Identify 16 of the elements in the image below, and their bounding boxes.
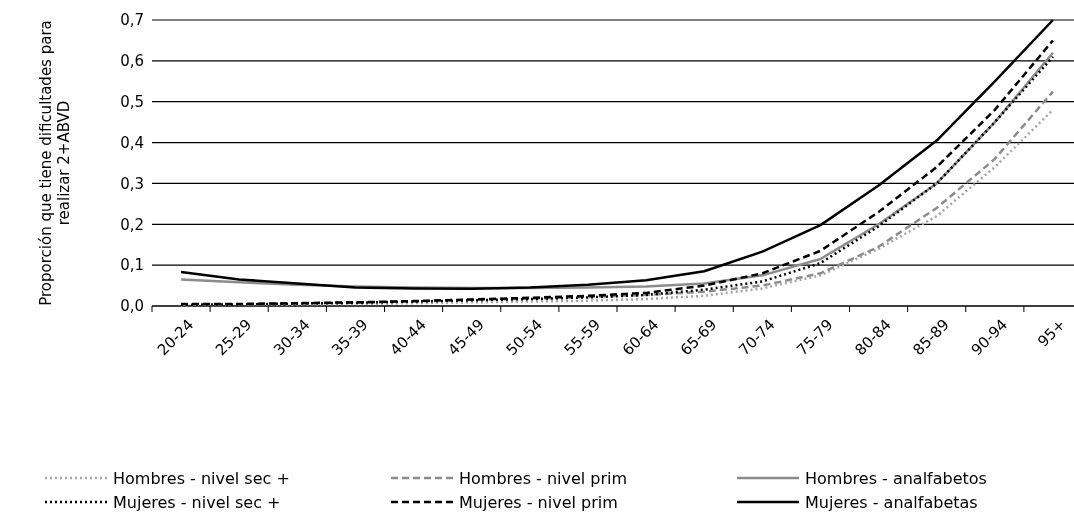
- y-axis-title: Proporción que tiene dificultades para realizar 2+ABVD: [37, 20, 73, 306]
- y-tick-label: 0,4: [120, 133, 144, 152]
- y-tick-label: 0,0: [120, 297, 144, 316]
- legend-label: Hombres - nivel prim: [459, 468, 628, 488]
- legend-label: Hombres - analfabetos: [805, 468, 987, 488]
- x-tick-label: 95+: [1034, 315, 1070, 351]
- y-tick-label: 0,5: [120, 92, 144, 111]
- y-tick-label: 0,7: [120, 11, 144, 30]
- y-tick-label: 0,1: [120, 256, 144, 275]
- legend-label: Mujeres - nivel prim: [459, 492, 618, 512]
- legend-label: Hombres - nivel sec +: [113, 468, 290, 488]
- y-tick-label: 0,6: [120, 52, 144, 71]
- legend-label: Mujeres - analfabetas: [805, 492, 978, 512]
- y-tick-label: 0,2: [120, 215, 144, 234]
- legend-label: Mujeres - nivel sec +: [113, 492, 281, 512]
- y-tick-label: 0,3: [120, 174, 144, 193]
